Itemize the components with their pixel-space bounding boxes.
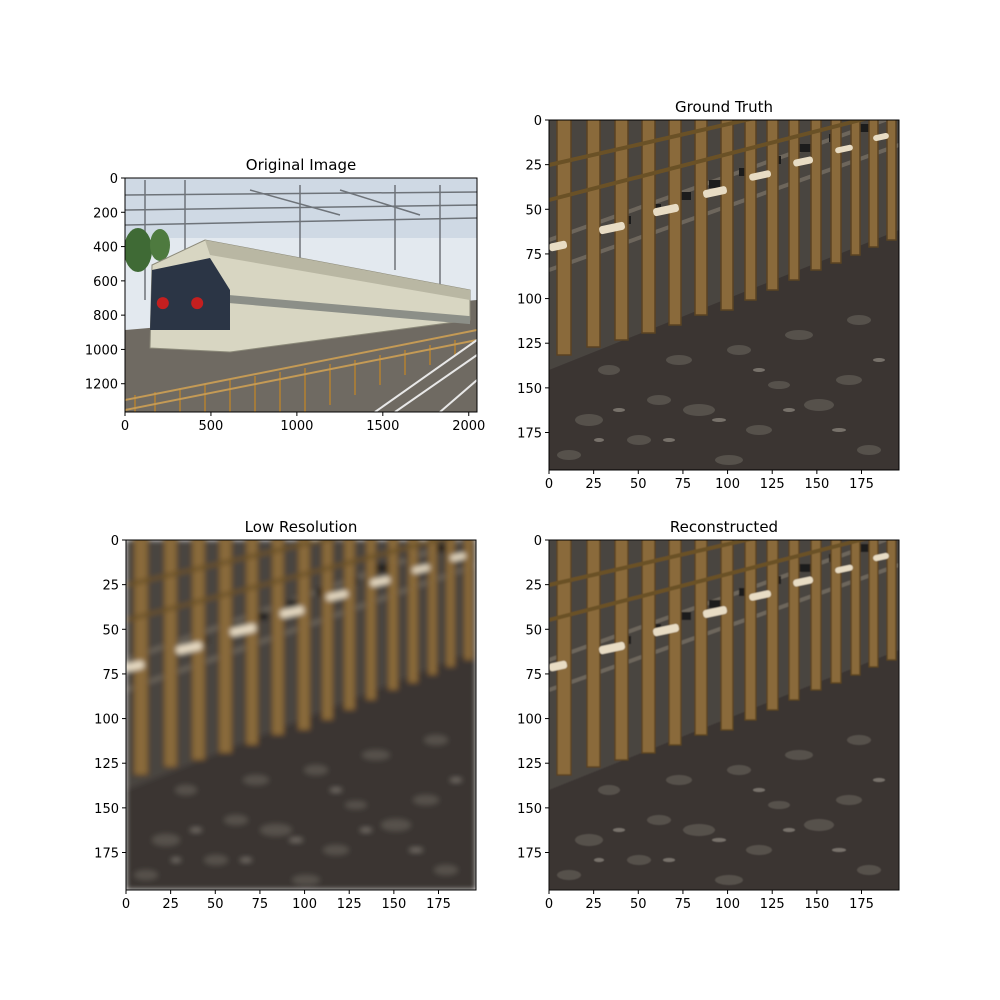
low-resolution-y-tick-label: 100 [94, 713, 119, 728]
reconstructed-x-tick-label: 175 [849, 897, 874, 912]
reconstructed-x-tick-label: 125 [760, 897, 785, 912]
original-y-tick-label: 800 [93, 309, 118, 324]
original-y-tick-label: 600 [93, 275, 118, 290]
original-markers [156, 297, 204, 310]
low-resolution-x-tick-label: 50 [207, 897, 224, 912]
original-x-tick-label: 0 [121, 419, 129, 434]
ground-truth-y-tick-label: 100 [517, 293, 542, 308]
reconstructed-y-tick-label: 25 [525, 579, 542, 594]
original-x-tick-label: 1000 [280, 419, 313, 434]
ground-truth-y-tick-label: 0 [534, 114, 542, 129]
original-y-tick-label: 400 [93, 241, 118, 256]
reconstructed-y-tick-label: 150 [517, 802, 542, 817]
original-y-tick-label: 200 [93, 206, 118, 221]
ground-truth-y-tick-label: 25 [525, 159, 542, 174]
ground-truth-image [549, 120, 899, 470]
original-x-tick-label: 500 [199, 419, 224, 434]
low-resolution-x-tick-label: 150 [381, 897, 406, 912]
reconstructed-x-tick-label: 50 [630, 897, 647, 912]
low-resolution-y-tick-label: 150 [94, 802, 119, 817]
ground-truth-x-tick-label: 100 [715, 477, 740, 492]
original-photo [125, 178, 477, 412]
reconstructed-y-tick-label: 125 [517, 757, 542, 772]
low-resolution-x-tick-label: 75 [252, 897, 269, 912]
reconstructed-y-tick-label: 75 [525, 668, 542, 683]
panel-original: Original Image [85, 156, 485, 434]
low-resolution-x-tick-label: 0 [122, 897, 130, 912]
panel-title-reconstructed: Reconstructed [670, 518, 778, 536]
ground-truth-x-tick-label: 125 [760, 477, 785, 492]
ground-truth-y-tick-label: 175 [517, 427, 542, 442]
reconstructed-x-tick-label: 25 [585, 897, 602, 912]
ground-truth-x-tick-label: 50 [630, 477, 647, 492]
ground-truth-x-tick-label: 25 [585, 477, 602, 492]
low-resolution-y-tick-label: 175 [94, 847, 119, 862]
low-resolution-x-tick-label: 175 [426, 897, 451, 912]
original-x-tick-label: 2000 [452, 419, 485, 434]
panel-title-original: Original Image [246, 156, 356, 174]
original-x-tick-label: 1500 [366, 419, 399, 434]
panel-low-resolution: Low Resolution 0 25 50 75 100 125 150 175 0 25 50 7… [94, 518, 477, 912]
ground-truth-y-tick-label: 75 [525, 248, 542, 263]
reconstructed-x-tick-label: 75 [675, 897, 692, 912]
reconstructed-y-tick-label: 50 [525, 623, 542, 638]
low-resolution-x-tick-label: 25 [162, 897, 179, 912]
ground-truth-x-tick-label: 0 [545, 477, 553, 492]
panel-ground-truth: Ground Truth 0 25 50 75 100 125 150 175 0 25 50 75 1… [517, 98, 900, 492]
reconstructed-y-tick-label: 100 [517, 713, 542, 728]
original-y-tick-label: 1200 [85, 378, 118, 393]
original-y-tick-label: 0 [110, 172, 118, 187]
panel-title-low-resolution: Low Resolution [245, 518, 358, 536]
reconstructed-x-tick-label: 100 [715, 897, 740, 912]
panel-title-ground-truth: Ground Truth [675, 98, 773, 116]
marker-point [156, 297, 169, 310]
low-resolution-x-tick-label: 125 [337, 897, 362, 912]
low-resolution-y-tick-label: 75 [102, 668, 119, 683]
low-resolution-y-tick-label: 50 [102, 623, 119, 638]
ground-truth-y-tick-label: 125 [517, 337, 542, 352]
ground-truth-x-tick-label: 150 [804, 477, 829, 492]
reconstructed-x-tick-label: 0 [545, 897, 553, 912]
reconstructed-y-tick-label: 0 [534, 534, 542, 549]
reconstructed-y-tick-label: 175 [517, 847, 542, 862]
ground-truth-y-tick-label: 150 [517, 382, 542, 397]
low-resolution-y-tick-label: 25 [102, 579, 119, 594]
ground-truth-x-tick-label: 75 [675, 477, 692, 492]
ground-truth-y-tick-label: 50 [525, 203, 542, 218]
reconstructed-image [549, 540, 899, 890]
ground-truth-x-tick-label: 175 [849, 477, 874, 492]
original-y-tick-label: 1000 [85, 343, 118, 358]
low-resolution-y-tick-label: 125 [94, 757, 119, 772]
panel-reconstructed: Reconstructed 0 25 50 75 100 125 150 175 0 25 50 75… [517, 518, 900, 912]
reconstructed-x-tick-label: 150 [804, 897, 829, 912]
low-resolution-x-tick-label: 100 [292, 897, 317, 912]
marker-point [191, 297, 204, 310]
low-resolution-y-tick-label: 0 [111, 534, 119, 549]
low-resolution-image [126, 540, 476, 890]
